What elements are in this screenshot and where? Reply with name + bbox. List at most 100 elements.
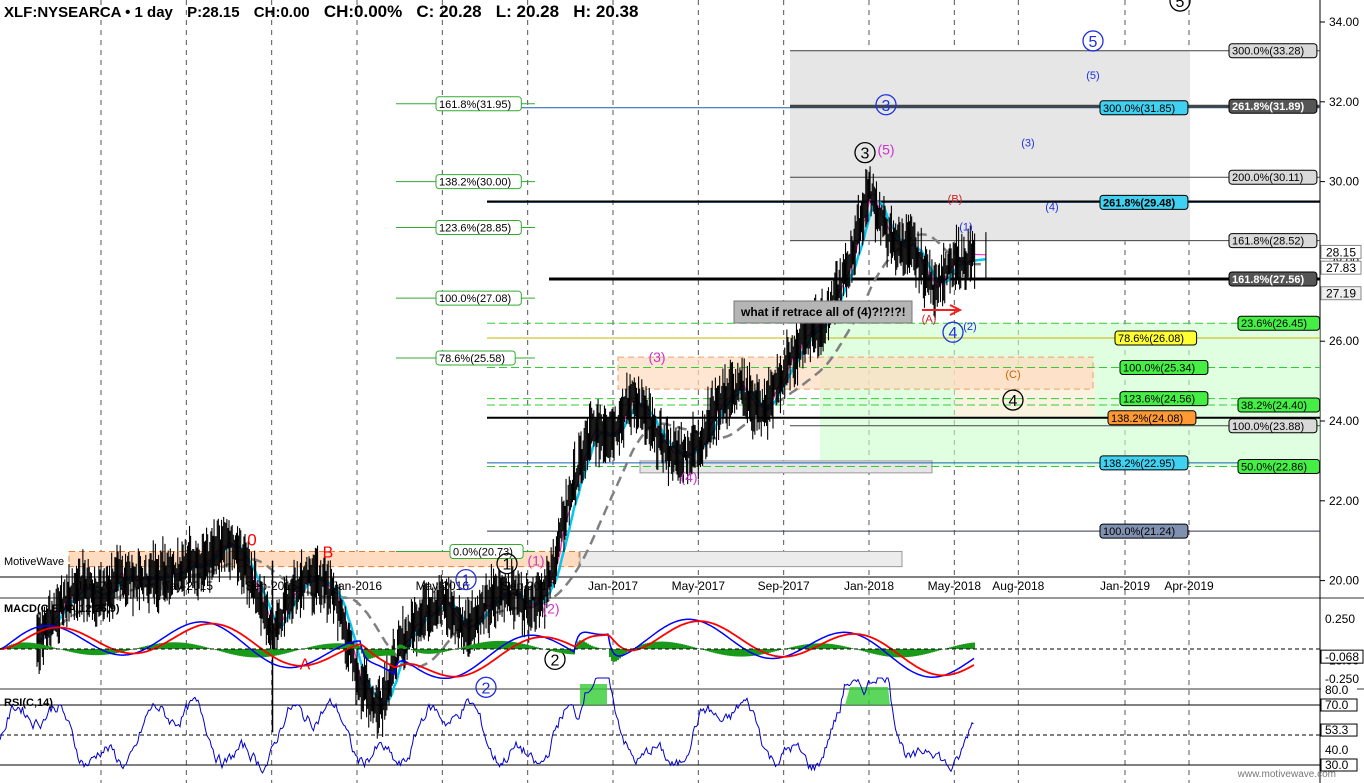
fib-label: 100.0%(25.34) — [1123, 363, 1195, 375]
symbol-label: XLF:NYSEARCA • 1 day — [4, 4, 173, 21]
symbol-header: XLF:NYSEARCA • 1 day P:28.15 CH:0.00 CH:… — [4, 2, 648, 22]
fib-label-box — [1237, 458, 1321, 474]
x-tick-label: Sep-2017 — [758, 579, 810, 593]
rsi-tag — [1320, 758, 1358, 772]
price-tag-label: 28.15 — [1326, 245, 1356, 259]
fib-label: 123.6%(24.56) — [1123, 394, 1195, 406]
fib-label-box — [435, 174, 522, 190]
fib-label: 100.0%(21.24) — [1103, 526, 1175, 538]
x-tick-label: Jan-2017 — [588, 579, 638, 593]
x-tick-label: May-2018 — [928, 579, 982, 593]
rsi-overbought-fill — [845, 687, 890, 705]
fib-label-box — [435, 219, 522, 235]
wave-label: (5) — [877, 142, 894, 158]
brand-label: MotiveWave — [4, 556, 65, 568]
fib-label-box — [1228, 418, 1318, 434]
wave-label: 2 — [551, 652, 560, 669]
macd-tag — [1320, 649, 1364, 664]
fib-zone-orange — [617, 356, 1094, 390]
rsi-tag — [1321, 684, 1357, 696]
fib-label-box — [435, 350, 516, 366]
fib-label: 161.8%(27.56) — [1232, 274, 1304, 286]
rsi-overbought-fill — [580, 684, 607, 705]
rsi-tag — [1321, 744, 1357, 756]
macd-tag — [1321, 612, 1363, 625]
fib-label: 138.2%(24.08) — [1111, 413, 1183, 425]
fib-label: 261.8%(29.48) — [1103, 197, 1175, 209]
x-tick-label: May-2017 — [672, 579, 726, 593]
wave-circle — [1002, 389, 1024, 411]
y-tick-label: 22.00 — [1329, 494, 1359, 508]
wave-circle — [1169, 0, 1191, 12]
wave-label: (B) — [948, 194, 963, 206]
wave-label: 1 — [503, 557, 512, 574]
fib-label-box — [1228, 98, 1318, 114]
price-tag-label: 27.83 — [1326, 261, 1356, 275]
wave-label: (2) — [963, 321, 976, 333]
rsi-line — [0, 677, 974, 774]
fib-zone-gray — [579, 550, 903, 568]
fib-label-box — [1237, 397, 1321, 413]
macd-tick-label: 0.250 — [1325, 612, 1355, 626]
fib-label-box — [1114, 330, 1198, 346]
fib-label-box — [1099, 100, 1189, 116]
rsi-tick-label: 53.3 — [1325, 723, 1349, 737]
fib-label: 161.8%(28.52) — [1232, 236, 1304, 248]
fib-label: 78.6%(26.08) — [1118, 333, 1184, 345]
y-tick-label: 24.00 — [1329, 414, 1359, 428]
fib-label-box — [1228, 43, 1318, 59]
fib-label: 0.0%(20.73) — [453, 546, 513, 558]
wave-label: (3) — [1021, 138, 1034, 150]
rsi-tick-label: 70.0 — [1325, 698, 1349, 712]
fib-label: 161.8%(31.95) — [439, 99, 511, 111]
wave-circle — [875, 94, 897, 116]
wave-label: 4 — [949, 325, 958, 342]
wave-label: 3 — [861, 146, 870, 163]
macd-tag — [1321, 672, 1363, 685]
wave-label: (3) — [648, 349, 665, 365]
high-readout: H: 20.38 — [573, 2, 639, 21]
wave-label: 1 — [462, 573, 471, 590]
x-tick-label: Jan-2018 — [844, 579, 894, 593]
wave-circle — [475, 676, 497, 698]
wave-label: (5) — [1086, 70, 1099, 82]
price-bars — [36, 166, 987, 739]
y-tick-label: 26.00 — [1329, 334, 1359, 348]
fib-label-box — [1099, 523, 1189, 539]
fib-label-box — [1237, 315, 1321, 331]
x-tick-label: Aug-2018 — [992, 579, 1044, 593]
fib-label-box — [1119, 360, 1209, 376]
wave-label: 5 — [1176, 0, 1185, 11]
fib-label: 123.6%(28.85) — [439, 222, 511, 234]
wave-circle — [455, 568, 477, 591]
rsi-tick-label: 40.0 — [1325, 743, 1349, 757]
low-readout: L: 20.28 — [495, 2, 560, 21]
fib-label-box — [1119, 391, 1209, 407]
wave-label: 5 — [1089, 34, 1098, 51]
fib-label-box — [1107, 410, 1197, 426]
fib-label: 23.6%(26.45) — [1241, 318, 1307, 330]
fib-label-box — [1099, 455, 1189, 471]
wave-label: 3 — [882, 98, 891, 115]
wave-label: 2 — [482, 680, 491, 697]
wave-circle — [496, 552, 518, 575]
x-tick-label: May-2015 — [160, 579, 214, 593]
rsi-tick-label: 80.0 — [1325, 683, 1349, 697]
close-readout: C: 20.28 — [416, 2, 482, 21]
fib-zone-gray — [790, 49, 1190, 242]
fib-label: 138.2%(30.00) — [439, 177, 511, 189]
fib-label-box — [1228, 169, 1318, 185]
wave-label: (C) — [1005, 369, 1020, 381]
price-tag-label: 27.19 — [1326, 287, 1356, 301]
x-tick-label: Jan-2019 — [1100, 579, 1150, 593]
x-tick-label: Apr-2019 — [1164, 579, 1214, 593]
wave-label: (4) — [1045, 202, 1058, 214]
fib-label: 100.0%(27.08) — [439, 293, 511, 305]
fib-label: 300.0%(31.85) — [1103, 103, 1175, 115]
fib-label: 100.0%(23.88) — [1232, 421, 1304, 433]
fib-label-box — [1228, 271, 1318, 287]
wave-label: (1) — [959, 221, 972, 233]
y-tick-label: 30.00 — [1329, 175, 1359, 189]
wave-label: (2) — [542, 601, 559, 617]
